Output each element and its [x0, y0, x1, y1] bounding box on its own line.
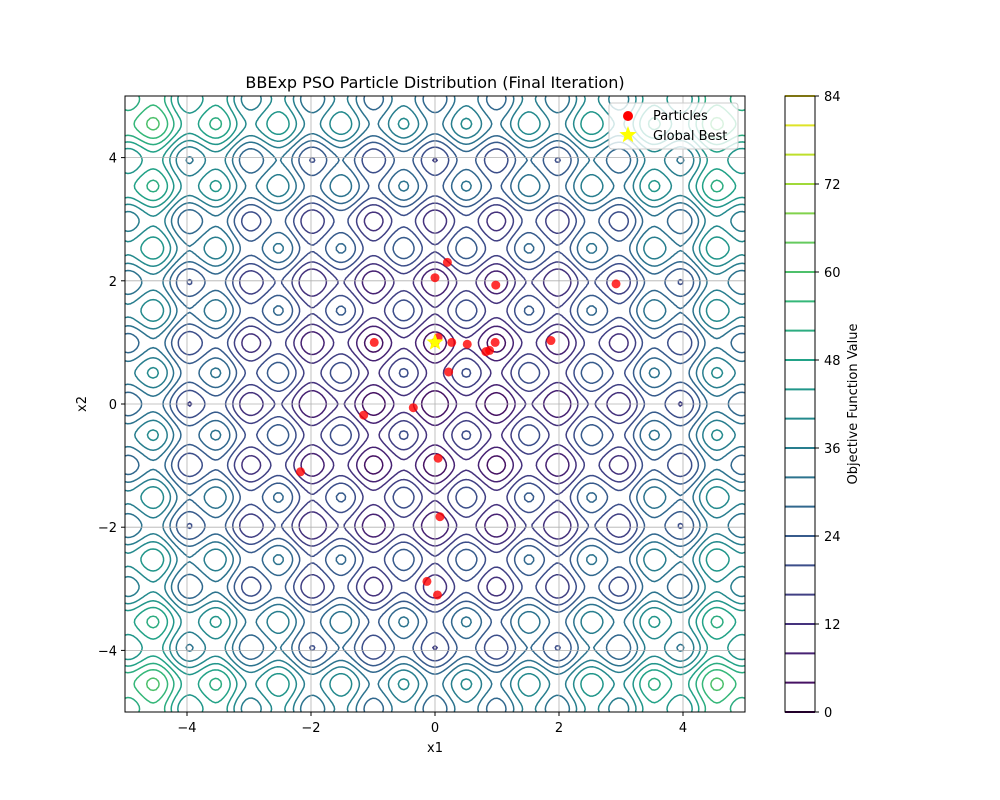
particle-marker — [295, 467, 305, 477]
contour-level-12 — [238, 209, 632, 599]
colorbar-tick-label: 84 — [824, 90, 841, 105]
grid-lines — [125, 96, 745, 712]
colorbar-tick-label: 12 — [824, 618, 841, 633]
y-axis: −4 −2 0 2 4 — [98, 152, 125, 659]
particle-marker — [433, 453, 443, 463]
colorbar: 0 12 24 36 48 60 72 84 Objective Function Value — [784, 90, 861, 721]
particle-marker — [435, 512, 445, 522]
y-tick-label: −2 — [98, 521, 117, 536]
contour-level-16 — [186, 156, 684, 652]
x-axis-label: x1 — [427, 741, 443, 756]
particle-marker — [444, 367, 454, 377]
particle-marker — [430, 273, 440, 283]
x-tick-label: 4 — [679, 721, 687, 736]
contour-level-32 — [125, 96, 745, 712]
particle-marker — [611, 279, 621, 289]
particle-marker — [369, 337, 379, 347]
x-tick-label: 0 — [431, 721, 439, 736]
y-tick-label: 2 — [109, 275, 117, 290]
y-tick-label: 4 — [109, 152, 117, 167]
colorbar-tick-label: 60 — [824, 266, 841, 281]
contour-level-20 — [175, 146, 695, 662]
particle-marker — [422, 576, 432, 586]
contour-level-36 — [125, 96, 745, 712]
x-axis: −4 −2 0 2 4 — [177, 712, 687, 736]
legend-global-best-marker — [619, 126, 637, 143]
x-tick-label: 2 — [555, 721, 563, 736]
colorbar-tick-label: 24 — [824, 530, 841, 545]
colorbar-tick-label: 48 — [824, 354, 841, 369]
colorbar-tick-label: 36 — [824, 442, 841, 457]
particle-marker — [491, 280, 501, 290]
y-axis-label: x2 — [75, 396, 90, 412]
global-best-marker — [426, 333, 444, 350]
particle-marker — [490, 337, 500, 347]
colorbar-frame — [784, 95, 816, 713]
colorbar-label: Objective Function Value — [846, 324, 861, 485]
particle-marker — [481, 347, 491, 357]
colorbar-levels — [785, 95, 815, 713]
contour-level-8 — [298, 268, 572, 540]
legend: Particles Global Best — [608, 102, 739, 150]
particle-marker — [408, 403, 418, 413]
contour-level-44 — [125, 96, 745, 712]
particle-marker — [546, 336, 556, 346]
colorbar-tick-label: 0 — [824, 706, 832, 721]
legend-box — [608, 102, 739, 150]
particle-markers — [295, 257, 621, 600]
objective-contours — [125, 96, 745, 712]
particle-marker — [462, 339, 472, 349]
y-tick-label: −4 — [98, 644, 117, 659]
legend-particles-marker — [623, 111, 633, 121]
contour-level-4 — [361, 331, 509, 477]
chart-title: BBExp PSO Particle Distribution (Final I… — [245, 73, 624, 92]
legend-global-best-label: Global Best — [653, 129, 727, 144]
x-tick-label: −4 — [177, 721, 196, 736]
particle-marker — [359, 410, 369, 420]
colorbar-tick-label: 72 — [824, 178, 841, 193]
legend-particles-label: Particles — [653, 109, 708, 124]
colorbar-ticks: 0 12 24 36 48 60 72 84 — [815, 90, 841, 721]
x-tick-label: −2 — [301, 721, 320, 736]
particle-marker — [432, 590, 442, 600]
contour-level-28 — [125, 96, 745, 712]
y-tick-label: 0 — [109, 398, 117, 413]
particle-marker — [442, 257, 452, 267]
particle-marker — [447, 337, 457, 347]
